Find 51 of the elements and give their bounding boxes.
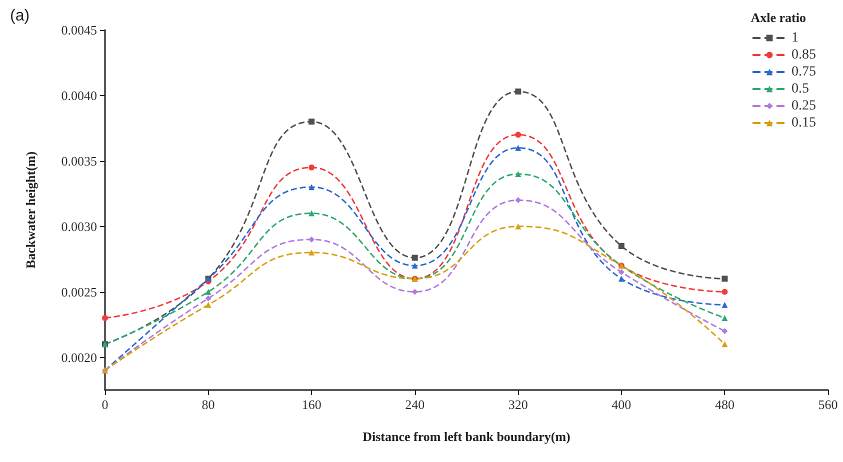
point: [205, 302, 212, 308]
point: [515, 171, 522, 177]
y-tick-label: 0.0025: [61, 284, 97, 300]
x-tick-label: 560: [818, 397, 838, 412]
point: [308, 250, 315, 256]
y-axis-title: Backwater height(m): [23, 151, 38, 269]
legend-label: 0.5: [792, 82, 809, 96]
point: [308, 236, 315, 242]
point: [722, 276, 728, 282]
legend-label: 0.75: [792, 64, 816, 80]
point: [618, 276, 624, 282]
point: [722, 288, 728, 295]
point: [722, 315, 728, 321]
x-tick-label: 400: [612, 397, 632, 412]
x-axis-title: Distance from left bank boundary(m): [362, 429, 570, 444]
legend-title: Axle ratio: [750, 10, 806, 25]
y-tick-label: 0.0045: [61, 22, 97, 38]
point: [722, 341, 728, 348]
point: [722, 302, 728, 308]
legend-label: 0.85: [792, 48, 816, 62]
point: [618, 243, 624, 249]
point: [515, 132, 522, 138]
point: [205, 288, 212, 295]
point: [308, 164, 315, 170]
y-tick-label: 0.0040: [61, 88, 97, 103]
point: [515, 88, 522, 95]
point: [515, 144, 522, 151]
x-tick-label: 480: [714, 397, 734, 412]
point: [102, 315, 108, 321]
x-tick-label: 240: [405, 397, 425, 412]
y-tick-label: 0.0030: [61, 218, 97, 234]
point: [412, 254, 418, 261]
point: [205, 295, 212, 302]
point: [308, 184, 315, 190]
point: [722, 328, 728, 334]
y-tick-label: 0.0020: [61, 350, 97, 365]
x-tick-label: 0: [102, 397, 108, 412]
point: [412, 262, 418, 269]
point: [308, 210, 315, 216]
point: [308, 118, 315, 125]
x-tick-label: 80: [202, 397, 215, 412]
x-tick-label: 160: [302, 397, 322, 412]
text: (a): [10, 8, 30, 24]
point: [618, 269, 624, 276]
legend-label: 1: [792, 30, 798, 46]
point: [412, 288, 418, 295]
legend-label: 0.15: [792, 116, 816, 130]
x-tick-label: 320: [508, 397, 528, 412]
legend-label: 0.25: [792, 98, 816, 114]
point: [515, 223, 522, 230]
y-tick-label: 0.0035: [61, 153, 97, 168]
